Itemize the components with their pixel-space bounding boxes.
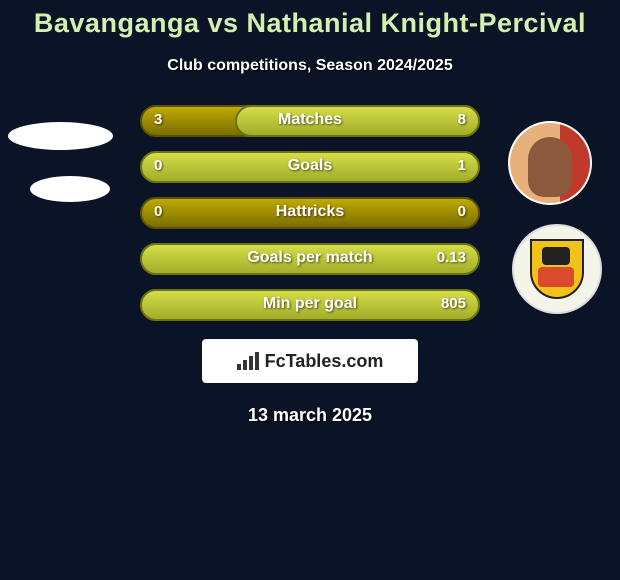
- stat-label: Hattricks: [140, 197, 480, 229]
- brand-barchart-icon: [237, 352, 259, 370]
- date-label: 13 march 2025: [0, 405, 620, 426]
- brand-text: FcTables.com: [265, 351, 384, 372]
- page-title: Bavanganga vs Nathanial Knight-Percival: [0, 0, 620, 39]
- subtitle: Club competitions, Season 2024/2025: [0, 57, 620, 75]
- stat-left-value: 0: [154, 151, 162, 183]
- stat-right-value: 0: [458, 197, 466, 229]
- stat-right-value: 0.13: [437, 243, 466, 275]
- stat-left-value: 3: [154, 105, 162, 137]
- brand-box[interactable]: FcTables.com: [202, 339, 418, 383]
- stat-label: Goals per match: [140, 243, 480, 275]
- stat-right-value: 1: [458, 151, 466, 183]
- stat-left-value: 0: [154, 197, 162, 229]
- stat-right-value: 8: [458, 105, 466, 137]
- stat-right-value: 805: [441, 289, 466, 321]
- stat-row: Hattricks0 0: [140, 197, 480, 229]
- stat-row: Goals0 1: [140, 151, 480, 183]
- stat-row: Matches3 8: [140, 105, 480, 137]
- stat-label: Goals: [140, 151, 480, 183]
- stat-row: Goals per match0.13: [140, 243, 480, 275]
- stat-label: Min per goal: [140, 289, 480, 321]
- stat-label: Matches: [140, 105, 480, 137]
- comparison-widget: Bavanganga vs Nathanial Knight-Percival …: [0, 0, 620, 580]
- stat-row: Min per goal805: [140, 289, 480, 321]
- stats-area: Matches38Goals01Hattricks00Goals per mat…: [0, 105, 620, 321]
